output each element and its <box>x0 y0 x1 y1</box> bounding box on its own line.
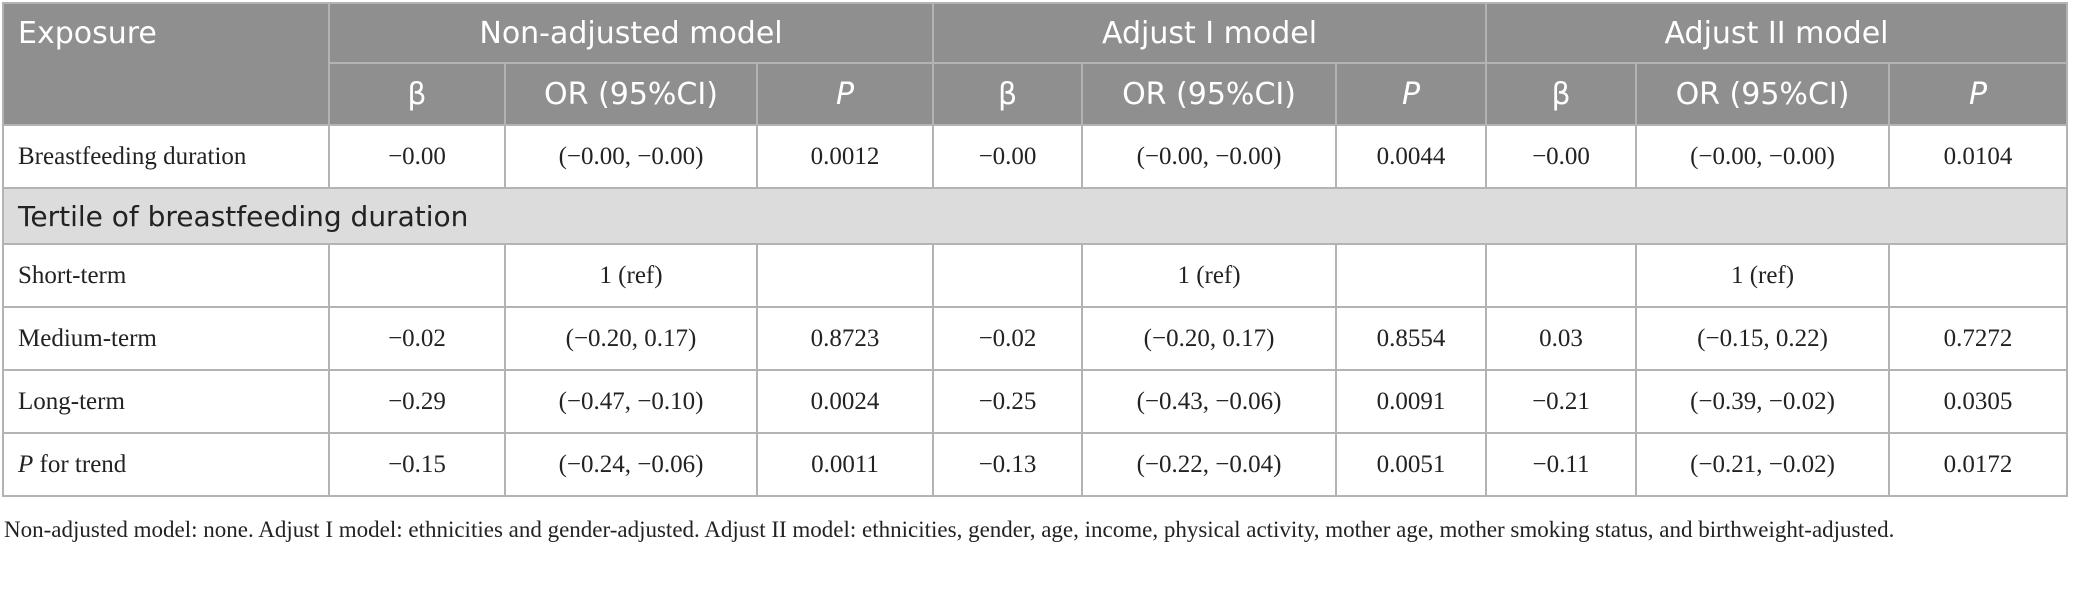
header-cell: Exposure <box>2 2 330 126</box>
table-row: Tertile of breastfeeding duration <box>1 187 2069 245</box>
table-cell: (−0.15, 0.22) <box>1635 306 1891 371</box>
table-row: P for trend −0.15 (−0.24, −0.06) 0.0011 −0.1… <box>2 432 2069 497</box>
column-header: β <box>932 62 1084 126</box>
column-header: OR (95%CI) <box>1635 62 1891 126</box>
column-header: β <box>1485 62 1638 126</box>
table-cell: (−0.20, 0.17) <box>1081 306 1338 371</box>
table-cell <box>1335 243 1488 308</box>
table-cell: 0.0305 <box>1888 369 2069 434</box>
table-cell: (−0.47, −0.10) <box>504 369 758 434</box>
group-header: Adjust I model <box>932 2 1488 64</box>
table-cell: (−0.00, −0.00) <box>1635 124 1891 189</box>
table-cell: (−0.39, −0.02) <box>1635 369 1891 434</box>
table-cell: 0.8723 <box>755 306 935 371</box>
table-cell: 1 (ref) <box>1081 243 1338 308</box>
column-header: P <box>1335 62 1488 126</box>
table-cell: −0.02 <box>932 306 1084 371</box>
results-table: Exposure Non-adjusted model Adjust I model… <box>1 2 2069 497</box>
table-cell: 1 (ref) <box>504 243 758 308</box>
row-label: Long-term <box>2 369 330 434</box>
column-header: P <box>1888 62 2069 126</box>
table-cell: −0.21 <box>1485 369 1638 434</box>
table-cell: 0.0051 <box>1335 432 1488 497</box>
table-cell: −0.29 <box>328 369 506 434</box>
table-cell: (−0.20, 0.17) <box>504 306 758 371</box>
column-header: β <box>328 62 506 126</box>
table-cell <box>1888 243 2069 308</box>
column-header: OR (95%CI) <box>1081 62 1338 126</box>
table-cell: 0.8554 <box>1335 306 1488 371</box>
table-row: Breastfeeding duration −0.00 (−0.00, −0.00… <box>2 124 2069 189</box>
table-cell: 0.0091 <box>1335 369 1488 434</box>
table-cell: 0.0011 <box>755 432 935 497</box>
table-cell: (−0.24, −0.06) <box>504 432 758 497</box>
table-cell: −0.13 <box>932 432 1084 497</box>
table-cell <box>932 243 1084 308</box>
table-cell: −0.11 <box>1485 432 1638 497</box>
table-cell: 0.7272 <box>1888 306 2069 371</box>
table-cell: −0.15 <box>328 432 506 497</box>
table-cell <box>755 243 935 308</box>
table-row: Short-term 1 (ref) 1 (ref) 1 (ref) <box>2 243 2069 308</box>
table-cell: 0.0024 <box>755 369 935 434</box>
table-cell: 0.0104 <box>1888 124 2069 189</box>
footnote: Non-adjusted model: none. Adjust I model… <box>4 517 1895 542</box>
table-row: Medium-term −0.02 (−0.20, 0.17) 0.8723 −0.02… <box>2 306 2069 371</box>
table-cell: −0.00 <box>328 124 506 189</box>
table-cell: −0.25 <box>932 369 1084 434</box>
row-label: Short-term <box>2 243 330 308</box>
table-cell: 0.0044 <box>1335 124 1488 189</box>
row-label: P for trend <box>2 432 330 497</box>
table-cell: (−0.21, −0.02) <box>1635 432 1891 497</box>
table-cell: 0.03 <box>1485 306 1638 371</box>
header-row: Exposure Non-adjusted model Adjust I model… <box>2 2 2069 126</box>
table-cell: (−0.00, −0.00) <box>504 124 758 189</box>
table-cell: 1 (ref) <box>1635 243 1891 308</box>
table-row: Long-term −0.29 (−0.47, −0.10) 0.0024 −0.25(… <box>2 369 2069 434</box>
row-label: Medium-term <box>2 306 330 371</box>
table-cell: −0.02 <box>328 306 506 371</box>
table-cell: −0.00 <box>1485 124 1638 189</box>
section-header: Tertile of breastfeeding duration <box>1 187 2069 245</box>
table-cell <box>328 243 506 308</box>
column-header: P <box>755 62 935 126</box>
table-cell: (−0.43, −0.06) <box>1081 369 1338 434</box>
table-cell: 0.0172 <box>1888 432 2069 497</box>
group-header: Adjust II model <box>1485 2 2069 64</box>
table-cell: (−0.00, −0.00) <box>1081 124 1338 189</box>
table-cell: 0.0012 <box>755 124 935 189</box>
table-cell: (−0.22, −0.04) <box>1081 432 1338 497</box>
table-cell: −0.00 <box>932 124 1084 189</box>
row-label: Breastfeeding duration <box>2 124 330 189</box>
table-cell <box>1485 243 1638 308</box>
column-header: OR (95%CI) <box>504 62 758 126</box>
group-header: Non-adjusted model <box>327 2 935 64</box>
